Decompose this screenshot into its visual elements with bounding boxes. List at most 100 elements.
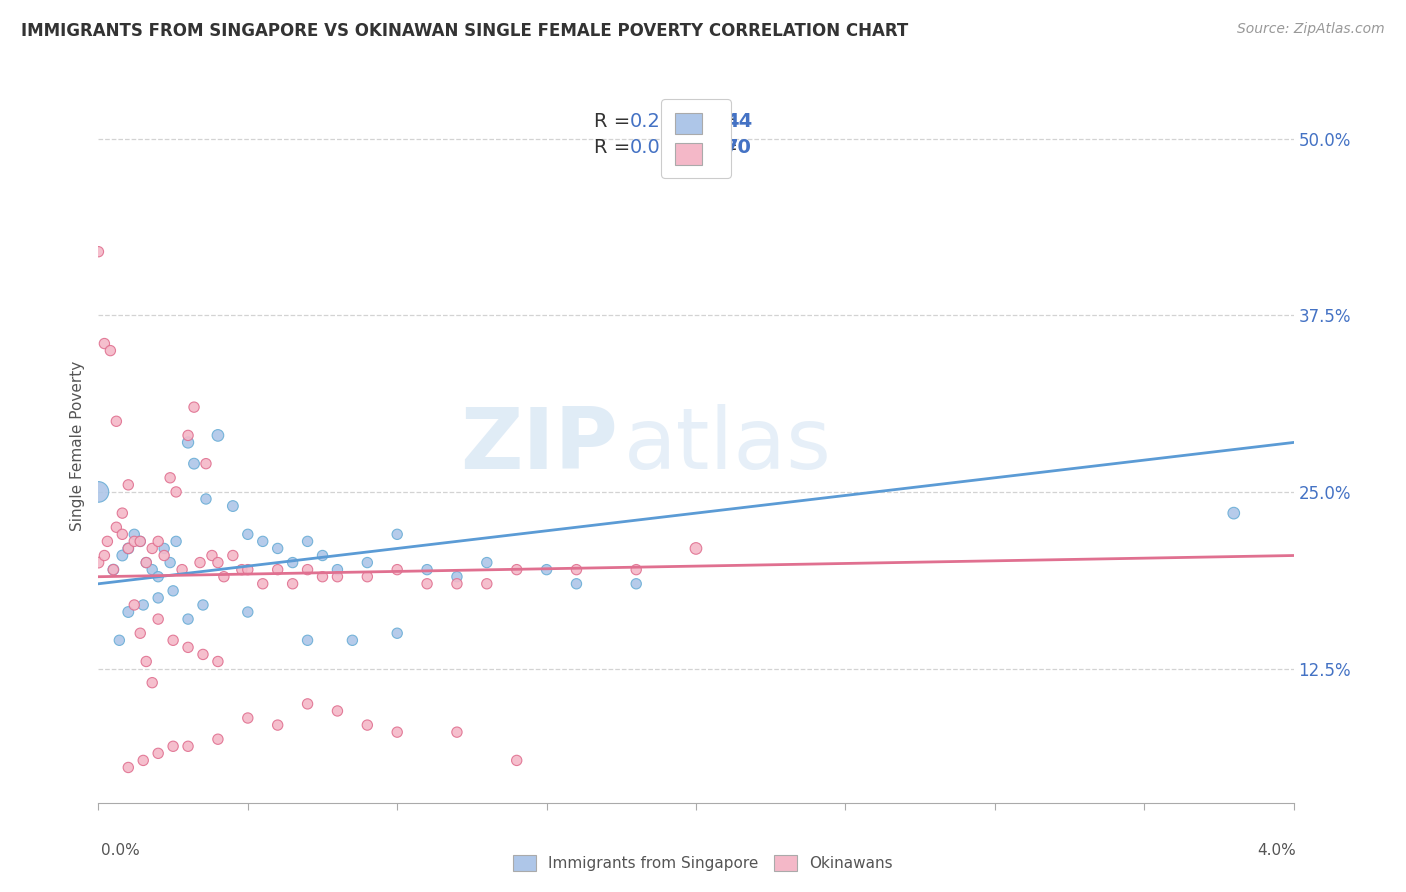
Point	[132, 598, 155, 612]
Point	[626, 576, 648, 591]
Point	[446, 576, 468, 591]
Point	[135, 655, 157, 669]
Text: N =: N =	[682, 138, 744, 157]
Point	[236, 527, 259, 541]
Point	[267, 563, 290, 577]
Legend: Immigrants from Singapore, Okinawans: Immigrants from Singapore, Okinawans	[508, 849, 898, 877]
Point	[108, 633, 131, 648]
Point	[222, 499, 245, 513]
Point	[129, 626, 152, 640]
Point	[506, 563, 529, 577]
Point	[565, 576, 588, 591]
Point	[356, 570, 378, 584]
Text: R =: R =	[595, 138, 637, 157]
Point	[177, 428, 200, 442]
Point	[207, 655, 229, 669]
Point	[162, 633, 184, 648]
Point	[141, 675, 163, 690]
Point	[188, 556, 211, 570]
Text: 4.0%: 4.0%	[1257, 843, 1296, 858]
Point	[162, 583, 184, 598]
Point	[281, 576, 304, 591]
Point	[385, 626, 409, 640]
Legend: , : ,	[661, 99, 731, 178]
Point	[148, 534, 170, 549]
Point	[111, 506, 134, 520]
Point	[236, 563, 259, 577]
Point	[195, 457, 218, 471]
Point	[148, 591, 170, 605]
Point	[165, 484, 187, 499]
Point	[124, 527, 146, 541]
Point	[135, 556, 157, 570]
Text: 0.0%: 0.0%	[101, 843, 141, 858]
Point	[111, 549, 134, 563]
Point	[201, 549, 224, 563]
Point	[326, 563, 349, 577]
Point	[177, 640, 200, 655]
Point	[207, 556, 229, 570]
Point	[117, 541, 139, 556]
Point	[153, 541, 176, 556]
Point	[207, 428, 229, 442]
Text: 44: 44	[724, 112, 752, 131]
Point	[267, 541, 290, 556]
Text: N =: N =	[682, 112, 744, 131]
Point	[98, 343, 122, 358]
Point	[159, 471, 181, 485]
Point	[416, 576, 439, 591]
Point	[117, 605, 139, 619]
Point	[87, 556, 110, 570]
Point	[191, 598, 214, 612]
Point	[124, 598, 146, 612]
Point	[416, 563, 439, 577]
Text: 0.018: 0.018	[630, 138, 686, 157]
Point	[222, 549, 245, 563]
Point	[183, 400, 205, 414]
Point	[475, 556, 498, 570]
Point	[297, 697, 319, 711]
Point	[141, 563, 163, 577]
Point	[252, 534, 274, 549]
Point	[195, 491, 218, 506]
Point	[117, 478, 139, 492]
Point	[326, 570, 349, 584]
Point	[506, 753, 529, 767]
Point	[236, 711, 259, 725]
Text: Source: ZipAtlas.com: Source: ZipAtlas.com	[1237, 22, 1385, 37]
Point	[231, 563, 253, 577]
Point	[311, 549, 333, 563]
Point	[626, 563, 648, 577]
Text: 0.206: 0.206	[630, 112, 686, 131]
Point	[148, 747, 170, 761]
Point	[135, 556, 157, 570]
Point	[172, 563, 194, 577]
Point	[685, 541, 707, 556]
Point	[207, 732, 229, 747]
Point	[191, 648, 214, 662]
Point	[177, 612, 200, 626]
Point	[124, 534, 146, 549]
Point	[93, 549, 115, 563]
Point	[111, 527, 134, 541]
Text: R =: R =	[595, 112, 637, 131]
Point	[117, 541, 139, 556]
Point	[536, 563, 558, 577]
Point	[356, 718, 378, 732]
Point	[356, 556, 378, 570]
Point	[252, 576, 274, 591]
Point	[297, 534, 319, 549]
Point	[105, 414, 128, 428]
Text: IMMIGRANTS FROM SINGAPORE VS OKINAWAN SINGLE FEMALE POVERTY CORRELATION CHART: IMMIGRANTS FROM SINGAPORE VS OKINAWAN SI…	[21, 22, 908, 40]
Text: atlas: atlas	[624, 404, 832, 488]
Point	[153, 549, 176, 563]
Point	[162, 739, 184, 754]
Point	[165, 534, 187, 549]
Point	[103, 563, 125, 577]
Point	[342, 633, 364, 648]
Y-axis label: Single Female Poverty: Single Female Poverty	[70, 361, 86, 531]
Point	[267, 718, 290, 732]
Point	[311, 570, 333, 584]
Point	[93, 336, 115, 351]
Point	[475, 576, 498, 591]
